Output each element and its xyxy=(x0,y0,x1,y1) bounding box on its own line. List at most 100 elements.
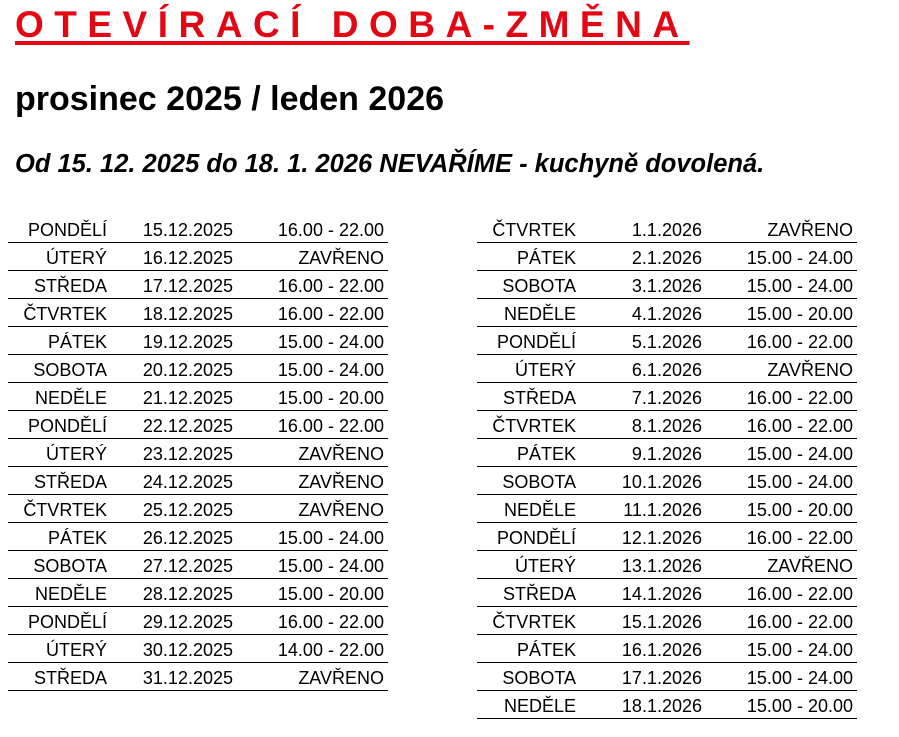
schedule-row: PONDĚLÍ 15.12.2025 16.00 - 22.00 xyxy=(8,215,388,243)
date-cell: 25.12.2025 xyxy=(142,500,233,520)
schedule-row: PÁTEK 16.1.2026 15.00 - 24.00 xyxy=(477,635,857,663)
day-cell: SOBOTA xyxy=(33,360,107,380)
day-cell: PÁTEK xyxy=(516,444,576,464)
day-cell: NEDĚLE xyxy=(503,696,576,716)
day-cell: NEDĚLE xyxy=(503,304,576,324)
schedule-row: ČTVRTEK 18.12.2025 16.00 - 22.00 xyxy=(8,299,388,327)
date-cell: 15.1.2026 xyxy=(621,612,702,632)
hours-cell: 16.00 - 22.00 xyxy=(277,612,384,632)
hours-cell: 15.00 - 24.00 xyxy=(746,472,853,492)
day-cell: PONDĚLÍ xyxy=(496,528,576,548)
date-cell: 18.12.2025 xyxy=(142,304,233,324)
date-cell: 21.12.2025 xyxy=(142,388,233,408)
date-cell: 1.1.2026 xyxy=(631,220,702,240)
hours-cell: 15.00 - 20.00 xyxy=(277,584,384,604)
schedule-row: SOBOTA 17.1.2026 15.00 - 24.00 xyxy=(477,663,857,691)
day-cell: PONDĚLÍ xyxy=(27,416,107,436)
date-cell: 17.1.2026 xyxy=(621,668,702,688)
hours-cell: ZAVŘENO xyxy=(298,500,384,520)
schedule-row: PONDĚLÍ 12.1.2026 16.00 - 22.00 xyxy=(477,523,857,551)
date-cell: 20.12.2025 xyxy=(142,360,233,380)
hours-cell: 16.00 - 22.00 xyxy=(746,584,853,604)
day-cell: ČTVRTEK xyxy=(492,416,576,436)
december-schedule-table: PONDĚLÍ 15.12.2025 16.00 - 22.00 ÚTERÝ 16.12… xyxy=(8,215,388,691)
date-cell: 4.1.2026 xyxy=(631,304,702,324)
hours-cell: ZAVŘENO xyxy=(298,472,384,492)
date-cell: 3.1.2026 xyxy=(631,276,702,296)
date-cell: 18.1.2026 xyxy=(621,696,702,716)
date-cell: 19.12.2025 xyxy=(142,332,233,352)
schedule-row: ČTVRTEK 25.12.2025 ZAVŘENO xyxy=(8,495,388,523)
schedule-row: PÁTEK 19.12.2025 15.00 - 24.00 xyxy=(8,327,388,355)
day-cell: ČTVRTEK xyxy=(23,304,107,324)
hours-cell: 16.00 - 22.00 xyxy=(746,388,853,408)
date-cell: 29.12.2025 xyxy=(142,612,233,632)
date-cell: 6.1.2026 xyxy=(631,360,702,380)
hours-cell: 15.00 - 24.00 xyxy=(746,444,853,464)
day-cell: ÚTERÝ xyxy=(45,640,107,660)
schedule-row: PONDĚLÍ 29.12.2025 16.00 - 22.00 xyxy=(8,607,388,635)
page-title: OTEVÍRACÍ DOBA-ZMĚNA xyxy=(15,4,690,45)
hours-cell: 16.00 - 22.00 xyxy=(277,220,384,240)
date-cell: 7.1.2026 xyxy=(631,388,702,408)
schedule-row: SOBOTA 3.1.2026 15.00 - 24.00 xyxy=(477,271,857,299)
date-cell: 22.12.2025 xyxy=(142,416,233,436)
day-cell: PÁTEK xyxy=(47,528,107,548)
schedule-row: STŘEDA 14.1.2026 16.00 - 22.00 xyxy=(477,579,857,607)
schedule-row: NEDĚLE 18.1.2026 15.00 - 20.00 xyxy=(477,691,857,719)
date-cell: 16.12.2025 xyxy=(142,248,233,268)
day-cell: STŘEDA xyxy=(33,472,107,492)
hours-cell: 16.00 - 22.00 xyxy=(277,276,384,296)
date-cell: 26.12.2025 xyxy=(142,528,233,548)
day-cell: SOBOTA xyxy=(33,556,107,576)
schedule-row: ÚTERÝ 30.12.2025 14.00 - 22.00 xyxy=(8,635,388,663)
schedule-row: PÁTEK 26.12.2025 15.00 - 24.00 xyxy=(8,523,388,551)
day-cell: PÁTEK xyxy=(516,248,576,268)
hours-cell: 15.00 - 24.00 xyxy=(746,276,853,296)
hours-cell: 15.00 - 24.00 xyxy=(277,556,384,576)
schedule-row: ČTVRTEK 15.1.2026 16.00 - 22.00 xyxy=(477,607,857,635)
hours-cell: 15.00 - 24.00 xyxy=(746,640,853,660)
date-cell: 2.1.2026 xyxy=(631,248,702,268)
date-cell: 11.1.2026 xyxy=(623,500,702,520)
hours-cell: 15.00 - 20.00 xyxy=(746,500,853,520)
day-cell: ÚTERÝ xyxy=(514,556,576,576)
hours-cell: 16.00 - 22.00 xyxy=(277,304,384,324)
day-cell: STŘEDA xyxy=(502,388,576,408)
day-cell: STŘEDA xyxy=(33,668,107,688)
day-cell: SOBOTA xyxy=(502,668,576,688)
hours-cell: 16.00 - 22.00 xyxy=(746,332,853,352)
hours-cell: ZAVŘENO xyxy=(298,444,384,464)
schedule-row: PÁTEK 9.1.2026 15.00 - 24.00 xyxy=(477,439,857,467)
hours-cell: 16.00 - 22.00 xyxy=(746,528,853,548)
hours-cell: 16.00 - 22.00 xyxy=(746,612,853,632)
hours-cell: 15.00 - 20.00 xyxy=(277,388,384,408)
january-schedule-table: ČTVRTEK 1.1.2026 ZAVŘENO PÁTEK 2.1.2026 15.00… xyxy=(477,215,857,719)
date-cell: 23.12.2025 xyxy=(142,444,233,464)
schedule-row: SOBOTA 20.12.2025 15.00 - 24.00 xyxy=(8,355,388,383)
schedule-row: STŘEDA 17.12.2025 16.00 - 22.00 xyxy=(8,271,388,299)
date-cell: 15.12.2025 xyxy=(142,220,233,240)
hours-cell: 16.00 - 22.00 xyxy=(746,416,853,436)
day-cell: SOBOTA xyxy=(502,472,576,492)
hours-cell: ZAVŘENO xyxy=(298,248,384,268)
kitchen-notice: Od 15. 12. 2025 do 18. 1. 2026 NEVAŘÍME … xyxy=(15,150,765,178)
schedule-row: STŘEDA 31.12.2025 ZAVŘENO xyxy=(8,663,388,691)
schedule-row: SOBOTA 27.12.2025 15.00 - 24.00 xyxy=(8,551,388,579)
hours-cell: ZAVŘENO xyxy=(767,360,853,380)
day-cell: ÚTERÝ xyxy=(514,360,576,380)
schedule-row: ÚTERÝ 13.1.2026 ZAVŘENO xyxy=(477,551,857,579)
date-cell: 31.12.2025 xyxy=(142,668,233,688)
day-cell: ČTVRTEK xyxy=(492,220,576,240)
schedule-row: PÁTEK 2.1.2026 15.00 - 24.00 xyxy=(477,243,857,271)
schedule-row: PONDĚLÍ 5.1.2026 16.00 - 22.00 xyxy=(477,327,857,355)
date-cell: 28.12.2025 xyxy=(142,584,233,604)
day-cell: STŘEDA xyxy=(33,276,107,296)
schedule-row: NEDĚLE 4.1.2026 15.00 - 20.00 xyxy=(477,299,857,327)
date-cell: 14.1.2026 xyxy=(621,584,702,604)
schedule-row: PONDĚLÍ 22.12.2025 16.00 - 22.00 xyxy=(8,411,388,439)
schedule-row: ČTVRTEK 8.1.2026 16.00 - 22.00 xyxy=(477,411,857,439)
period-subtitle: prosinec 2025 / leden 2026 xyxy=(15,80,445,118)
day-cell: PONDĚLÍ xyxy=(496,332,576,352)
hours-cell: 15.00 - 20.00 xyxy=(746,696,853,716)
